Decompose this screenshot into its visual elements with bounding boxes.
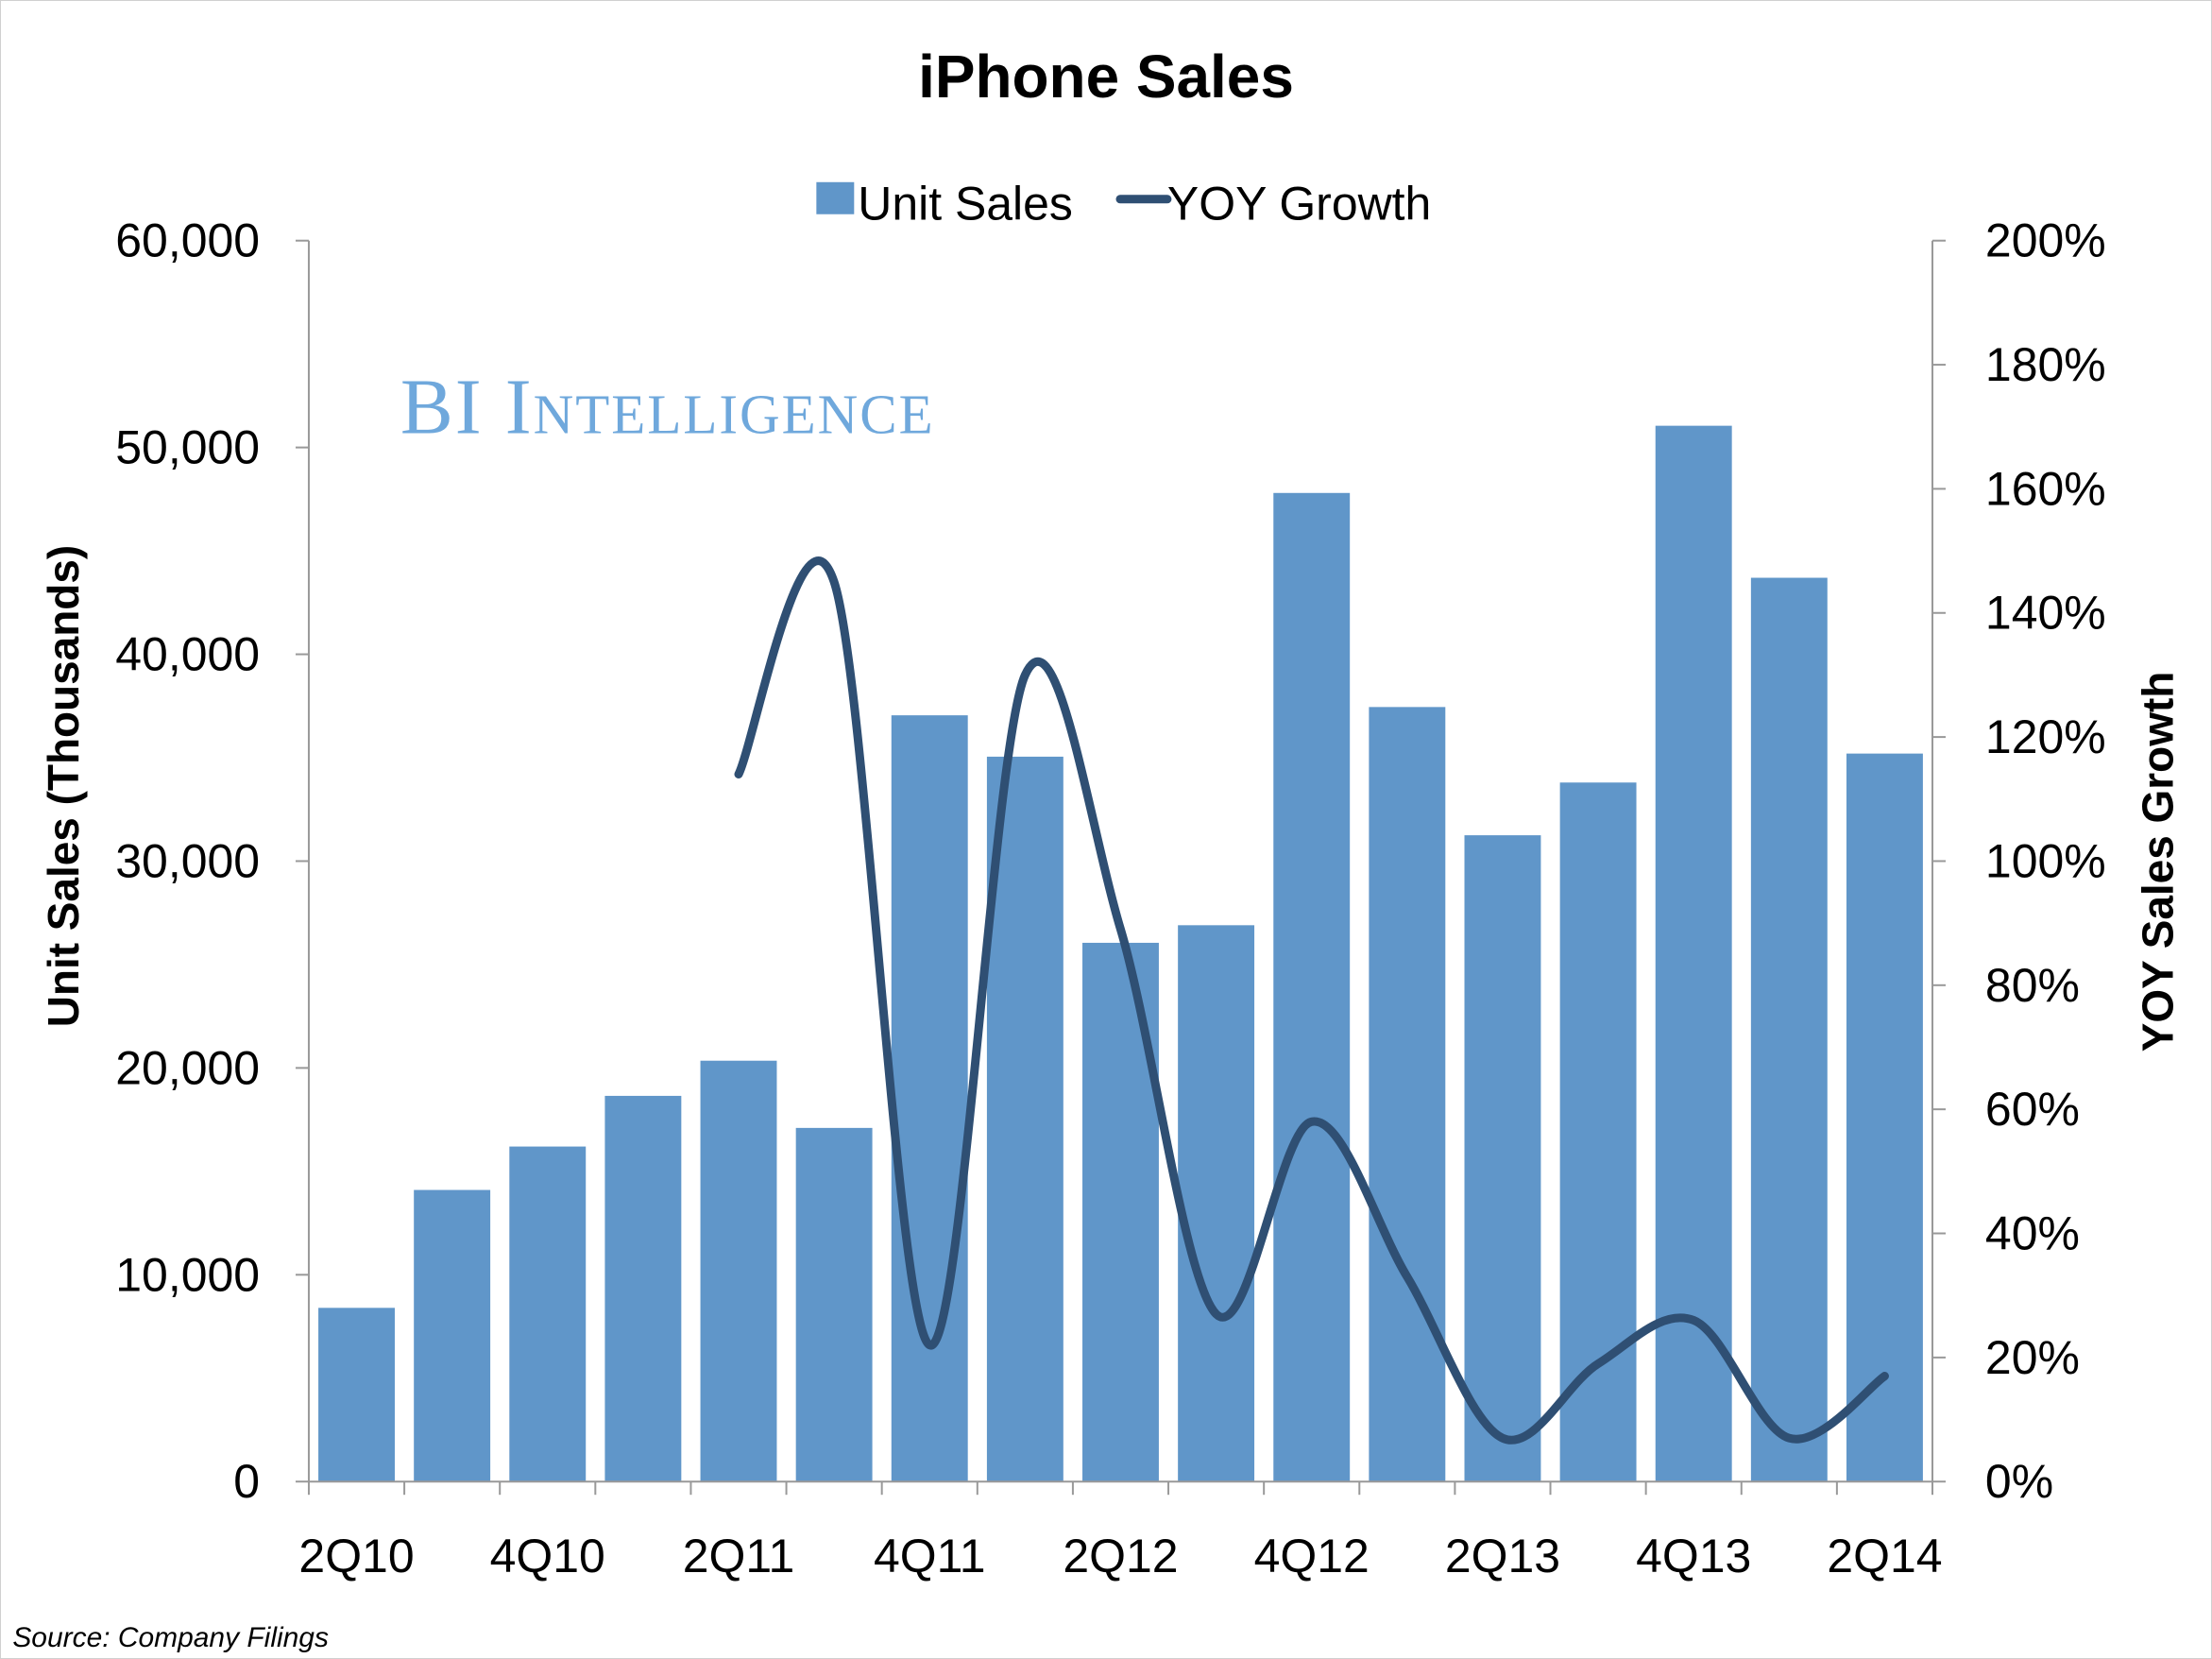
x-tick-label: 4Q12 [1254, 1530, 1370, 1582]
bi-intelligence-watermark: BI Intelligence [400, 363, 935, 451]
bar-1Q13 [1369, 707, 1446, 1482]
bar-2Q14 [1846, 753, 1923, 1482]
legend-label-yoy-growth: YOY Growth [1167, 178, 1431, 231]
bar-2Q10 [318, 1308, 395, 1482]
y-tick-label: 0 [233, 1455, 260, 1508]
x-tick-label: 4Q11 [874, 1530, 985, 1582]
legend-swatch-unit-sales [816, 181, 855, 214]
y2-tick-label: 60% [1985, 1083, 2080, 1136]
y-tick-label: 60,000 [115, 214, 260, 267]
y2-tick-label: 40% [1985, 1206, 2080, 1259]
y2-tick-label: 160% [1985, 462, 2106, 515]
y2-tick-label: 0% [1985, 1455, 2053, 1508]
bar-2Q11 [700, 1060, 777, 1482]
y2-tick-label: 140% [1985, 587, 2106, 640]
bar-3Q10 [414, 1189, 491, 1482]
bar-3Q11 [795, 1127, 873, 1482]
source-note: Source: Company Filings [12, 1622, 329, 1653]
bar-1Q11 [604, 1095, 682, 1482]
bar-1Q12 [986, 756, 1063, 1482]
y2-tick-label: 100% [1985, 834, 2106, 887]
x-tick-label: 2Q10 [298, 1530, 414, 1582]
y-axis-title: Unit Sales (Thousands) [39, 545, 88, 1027]
x-tick-label: 2Q11 [683, 1530, 794, 1582]
y2-tick-label: 20% [1985, 1331, 2080, 1384]
bar-4Q10 [509, 1146, 587, 1482]
x-tick-label: 2Q12 [1063, 1530, 1178, 1582]
chart-title: iPhone Sales [918, 43, 1294, 111]
y2-tick-label: 200% [1985, 214, 2106, 267]
y2-axis-title: YOY Sales Growth [2134, 672, 2183, 1052]
x-tick-label: 2Q14 [1827, 1530, 1942, 1582]
bar-4Q13 [1655, 425, 1732, 1482]
bars [318, 425, 1923, 1482]
y-tick-label: 10,000 [115, 1248, 260, 1301]
y-tick-label: 50,000 [115, 421, 260, 474]
bar-2Q13 [1464, 835, 1541, 1482]
axes: 0 10,000 20,000 30,000 40,000 50,000 60,000 0% 2… [115, 214, 2105, 1582]
bar-1Q14 [1750, 577, 1828, 1482]
yoy-growth-line [734, 556, 1889, 1445]
y2-tick-label: 80% [1985, 959, 2080, 1012]
y-tick-label: 30,000 [115, 834, 260, 887]
bar-4Q11 [891, 715, 968, 1482]
x-tick-label: 4Q10 [490, 1530, 605, 1582]
legend-label-unit-sales: Unit Sales [858, 178, 1073, 231]
legend: Unit Sales YOY Growth [816, 178, 1431, 231]
y2-tick-label: 120% [1985, 710, 2106, 763]
y-tick-label: 20,000 [115, 1041, 260, 1094]
bar-3Q12 [1178, 925, 1255, 1482]
bar-4Q12 [1273, 492, 1351, 1482]
y2-tick-label: 180% [1985, 338, 2106, 391]
x-tick-label: 4Q13 [1636, 1530, 1751, 1582]
bar-3Q13 [1559, 782, 1637, 1482]
x-tick-label: 2Q13 [1445, 1530, 1560, 1582]
y-tick-label: 40,000 [115, 628, 260, 681]
